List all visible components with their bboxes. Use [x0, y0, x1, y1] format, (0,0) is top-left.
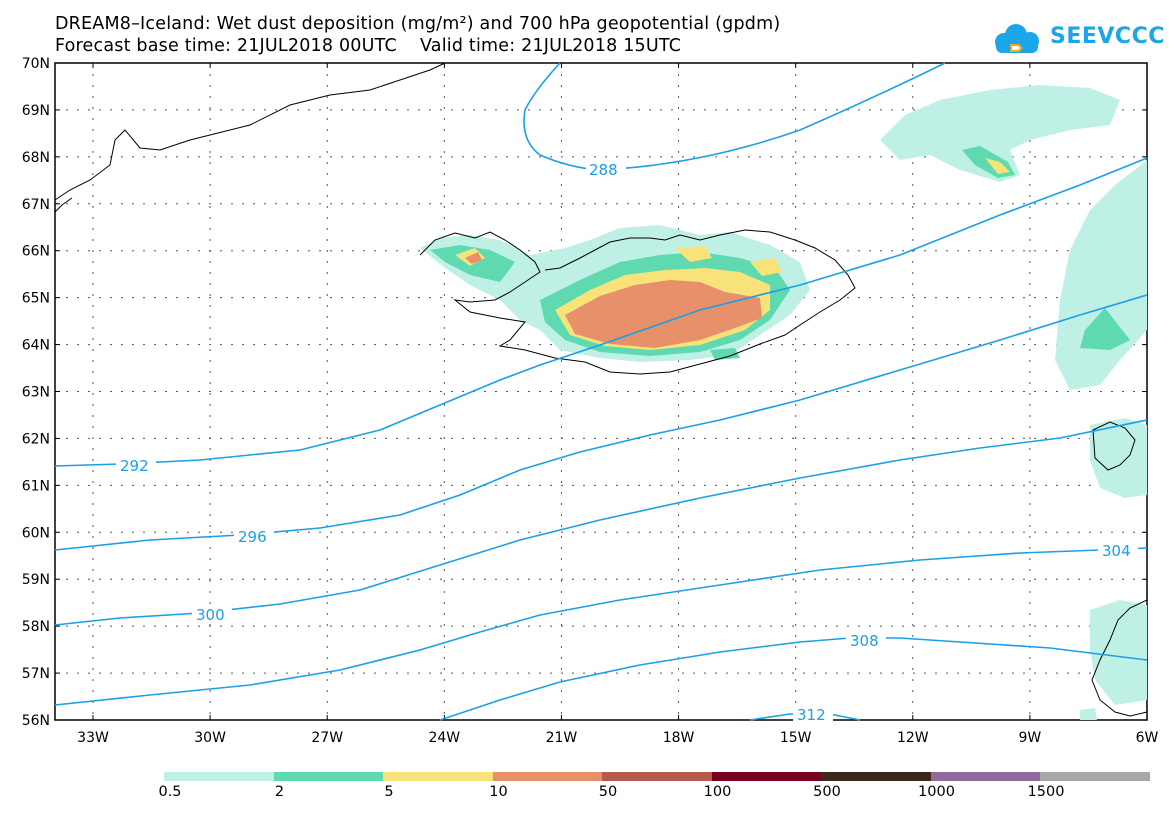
lat-label: 68N: [22, 150, 50, 166]
map-title: DREAM8–Iceland: Wet dust deposition (mg/…: [55, 14, 781, 34]
coastlines: [54, 62, 1148, 717]
contour-label-300: 300: [196, 606, 225, 624]
legend-label: 100: [703, 784, 732, 800]
lat-label: 60N: [22, 525, 50, 541]
contour-292: [54, 157, 1148, 467]
lat-label: 70N: [22, 56, 50, 72]
lat-label: 63N: [22, 385, 50, 401]
lon-label: 9W: [1019, 730, 1042, 746]
latitude-labels: 70N 69N 68N 67N 66N 65N 64N 63N 62N 61N 60N 59N 58N 5…: [22, 56, 50, 729]
lat-label: 59N: [22, 572, 50, 588]
lat-label: 61N: [22, 478, 50, 494]
legend-label: 5: [384, 784, 394, 800]
lon-label: 12W: [897, 730, 929, 746]
legend-label: 1500: [1027, 784, 1065, 800]
contour-label-308: 308: [850, 632, 879, 650]
legend-swatch: [930, 772, 1041, 781]
legend-swatch: [164, 772, 274, 781]
lat-label: 64N: [22, 338, 50, 354]
lat-label: 67N: [22, 197, 50, 213]
dust-deposition-field: [420, 85, 1147, 720]
legend-label: 50: [598, 784, 618, 800]
lon-label: 30W: [194, 730, 226, 746]
legend-swatch: [492, 772, 603, 781]
legend-label: 10: [489, 784, 508, 800]
lat-label: 66N: [22, 244, 50, 260]
legend-swatch: [711, 772, 822, 781]
lon-label: 33W: [77, 730, 109, 746]
contour-labels: 288 292 296 300 304 308 312: [116, 160, 1138, 724]
legend-swatch: [273, 772, 384, 781]
map-subtitle: Forecast base time: 21JUL2018 00UTC Vali…: [55, 36, 682, 56]
lon-label: 21W: [546, 730, 578, 746]
contour-label-292: 292: [120, 457, 149, 475]
lon-label: 18W: [663, 730, 695, 746]
lat-label: 56N: [22, 713, 50, 729]
lat-label: 58N: [22, 619, 50, 635]
legend-swatch: [821, 772, 931, 781]
contour-308: [439, 637, 1148, 721]
legend-swatch: [602, 772, 712, 781]
lon-label: 6W: [1136, 730, 1159, 746]
lon-label: 24W: [428, 730, 460, 746]
lat-label: 69N: [22, 103, 50, 119]
lon-label: 15W: [780, 730, 812, 746]
contour-label-288: 288: [589, 161, 618, 179]
legend-swatch: [1040, 772, 1150, 781]
longitude-labels: 33W 30W 27W 24W 21W 18W 15W 12W 9W 6W: [77, 730, 1158, 746]
legend-label: 500: [813, 784, 841, 800]
contour-label-296: 296: [238, 528, 267, 546]
legend-label: 0.5: [158, 784, 182, 800]
lat-label: 65N: [22, 291, 50, 307]
lon-label: 27W: [311, 730, 343, 746]
lat-label: 62N: [22, 431, 50, 447]
lat-label: 57N: [22, 666, 50, 682]
logo-text: SEEVCCC: [1050, 24, 1165, 49]
contour-label-304: 304: [1102, 542, 1131, 560]
contour-304: [54, 547, 1148, 706]
seevccc-logo: [995, 24, 1039, 53]
legend-label: 2: [274, 784, 285, 800]
legend-swatch: [383, 772, 493, 781]
contour-label-312: 312: [797, 706, 826, 724]
legend-label: 1000: [918, 784, 955, 800]
